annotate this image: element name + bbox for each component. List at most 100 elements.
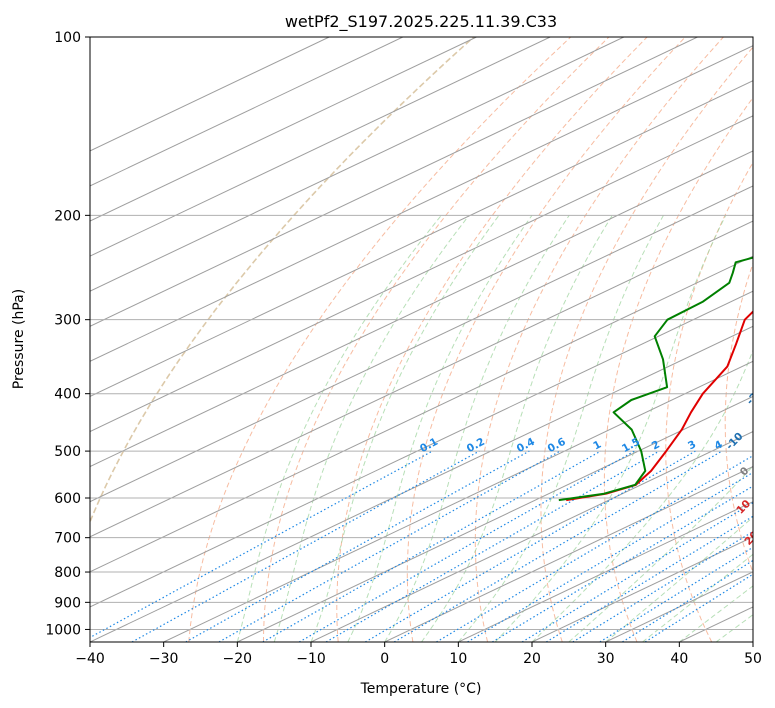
isotherm-label: -10 bbox=[724, 430, 746, 452]
isotherm-label: 40 bbox=[766, 588, 775, 607]
mixing-ratio-label: 6 bbox=[751, 438, 763, 452]
mixing-ratio-line bbox=[644, 573, 753, 642]
x-tick-label: 40 bbox=[670, 651, 688, 667]
isotherm-line bbox=[310, 430, 753, 642]
x-tick-label: −20 bbox=[223, 651, 253, 667]
isotherm-line bbox=[90, 37, 477, 222]
isotherm-line bbox=[90, 115, 753, 433]
mixing-ratio-line bbox=[572, 530, 753, 642]
temperature-profile bbox=[566, 310, 753, 502]
mixing-ratio-label: 0.4 bbox=[515, 436, 537, 455]
dry-adiabat bbox=[665, 161, 753, 642]
isotherm-line bbox=[384, 466, 753, 642]
isotherm-line bbox=[90, 255, 753, 573]
dry-adiabat bbox=[336, 37, 648, 642]
y-tick-label: 500 bbox=[54, 444, 81, 460]
mixing-ratio-line bbox=[298, 450, 635, 642]
mixing-ratio-label: 1.5 bbox=[620, 436, 642, 455]
mixing-ratio-label: 1 bbox=[591, 438, 603, 452]
mixing-ratio-line bbox=[364, 450, 696, 642]
mixing-ratio-line bbox=[185, 450, 530, 642]
moist-adiabat bbox=[642, 553, 753, 642]
y-tick-label: 1000 bbox=[45, 622, 81, 638]
moist-adiabat bbox=[236, 214, 442, 642]
isotherm-line bbox=[237, 395, 753, 642]
isotherm-label: -20 bbox=[744, 385, 766, 407]
moist-adiabat bbox=[273, 214, 470, 642]
isotherm-label: 10 bbox=[734, 498, 753, 517]
dry-adiabat bbox=[540, 46, 753, 642]
axis-ticks: −40 −30 −20 −10 0 10 20 30 40 5010020030040050060… bbox=[45, 30, 762, 667]
mixing-ratio-label: 0.6 bbox=[546, 436, 568, 455]
reference-adiabat bbox=[90, 37, 475, 524]
isotherm-line bbox=[163, 360, 753, 642]
y-tick-label: 400 bbox=[54, 387, 81, 403]
y-tick-label: 800 bbox=[54, 565, 81, 581]
isotherm-line bbox=[90, 37, 551, 257]
isotherm-line bbox=[90, 45, 753, 362]
isotherm-line bbox=[605, 571, 753, 642]
dry-adiabat bbox=[474, 37, 724, 642]
moist-adiabat bbox=[679, 585, 753, 642]
chart-title: wetPf2_S197.2025.225.11.39.C33 bbox=[285, 12, 557, 32]
isotherm-line bbox=[90, 37, 330, 152]
mixing-ratio-line bbox=[393, 450, 723, 642]
y-tick-label: 700 bbox=[54, 531, 81, 547]
isotherm-line bbox=[90, 185, 753, 503]
isotherm-line bbox=[752, 641, 753, 642]
isotherm-line bbox=[90, 150, 753, 468]
moist-adiabat bbox=[531, 349, 753, 642]
mixing-ratio-label: 0.2 bbox=[465, 436, 487, 455]
mixing-ratio-line bbox=[467, 471, 753, 642]
mixing-ratio-label: 3 bbox=[686, 438, 698, 452]
moist-adiabat bbox=[421, 215, 613, 642]
isotherm-line bbox=[90, 80, 753, 397]
isotherm-label: 20 bbox=[742, 529, 761, 548]
isotherm-line bbox=[90, 325, 753, 642]
moist-adiabat bbox=[347, 215, 533, 642]
moist-adiabat bbox=[605, 516, 753, 642]
isotherm-label: -30 bbox=[765, 341, 775, 363]
isotherm-line bbox=[90, 37, 404, 187]
mixing-ratio-line bbox=[599, 546, 753, 642]
mixing-ratio-line bbox=[622, 559, 753, 642]
profile-lines bbox=[558, 256, 753, 502]
mixing-ratio-line bbox=[131, 450, 480, 642]
moist-adiabat bbox=[457, 215, 664, 642]
x-tick-label: −30 bbox=[149, 651, 179, 667]
dry-adiabat bbox=[724, 261, 753, 574]
mixing-ratio-line bbox=[325, 450, 660, 642]
moist-adiabat bbox=[384, 215, 570, 642]
x-tick-label: −10 bbox=[296, 651, 326, 667]
y-axis-label: Pressure (hPa) bbox=[11, 289, 27, 389]
x-tick-label: 30 bbox=[597, 651, 615, 667]
dry-adiabat bbox=[603, 96, 753, 642]
line-labels: 0.10.20.40.611.52346810131620253036-100-… bbox=[418, 341, 775, 607]
isotherm-line bbox=[458, 501, 753, 642]
isotherm-line bbox=[90, 37, 625, 292]
y-tick-label: 100 bbox=[54, 30, 81, 46]
x-tick-label: 50 bbox=[744, 651, 762, 667]
mixing-ratio-line bbox=[521, 502, 753, 642]
x-tick-label: 0 bbox=[380, 651, 389, 667]
mixing-ratio-line bbox=[436, 454, 753, 642]
x-tick-label: 10 bbox=[449, 651, 467, 667]
moist-adiabat bbox=[494, 215, 727, 642]
dry-adiabat bbox=[188, 37, 572, 642]
x-tick-label: 20 bbox=[523, 651, 541, 667]
isotherm-line bbox=[90, 37, 698, 327]
mixing-ratio-line bbox=[218, 450, 561, 642]
isotherm-label: 0 bbox=[738, 465, 752, 479]
x-axis-label: Temperature (°C) bbox=[360, 681, 482, 697]
y-tick-label: 900 bbox=[54, 595, 81, 611]
mixing-ratio-line bbox=[90, 450, 433, 639]
x-tick-label: −40 bbox=[75, 651, 105, 667]
background-lines bbox=[90, 37, 753, 642]
y-tick-label: 200 bbox=[54, 208, 81, 224]
dewpoint-profile bbox=[558, 256, 753, 502]
plot-frame bbox=[89, 36, 754, 643]
isotherm-line bbox=[531, 536, 753, 642]
isotherm-line bbox=[90, 220, 753, 538]
y-tick-label: 600 bbox=[54, 491, 81, 507]
